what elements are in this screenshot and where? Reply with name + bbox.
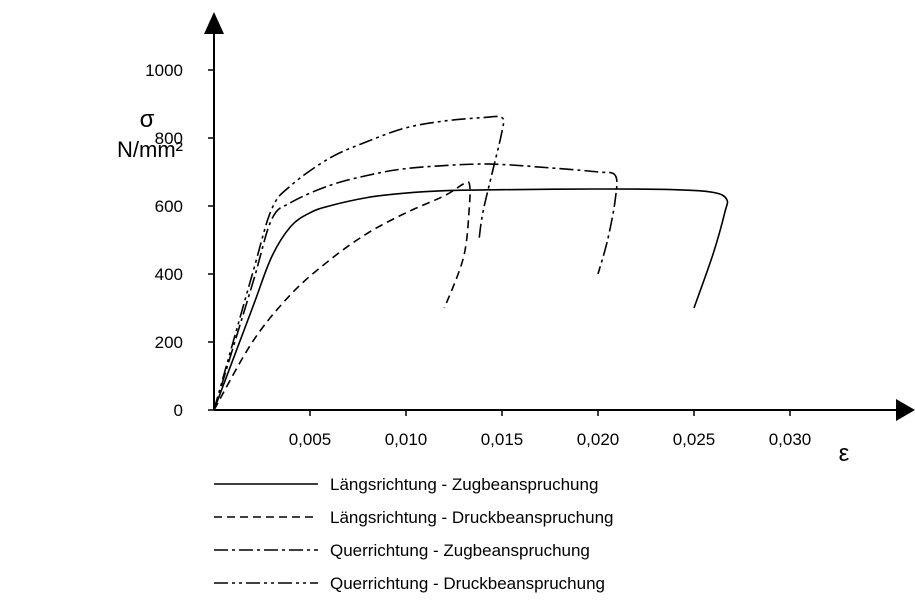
ticks: 0 200 400 600 800 1000 0,005 0,010 0,015 0,020 0,0… xyxy=(145,61,811,449)
y-tick-label: 1000 xyxy=(145,61,183,80)
y-tick-label: 400 xyxy=(155,265,183,284)
legend-label-1: Längsrichtung - Zugbeanspruchung xyxy=(330,475,598,494)
x-tick-label: 0,025 xyxy=(673,430,716,449)
series-line-4 xyxy=(213,115,505,411)
x-tick-label: 0,010 xyxy=(385,430,428,449)
axes xyxy=(204,12,915,421)
y-axis-unit-label: N/mm² xyxy=(117,137,183,162)
series-line-3 xyxy=(213,163,618,411)
legend-label-2: Längsrichtung - Druckbeanspruchung xyxy=(330,508,614,527)
y-axis-arrow xyxy=(204,12,224,34)
y-axis-symbol: σ xyxy=(140,106,155,133)
x-tick-label: 0,005 xyxy=(289,430,332,449)
series-lines xyxy=(213,115,729,411)
x-axis-arrow xyxy=(896,399,915,421)
legend: Längsrichtung - Zugbeanspruchung Längsric… xyxy=(214,475,614,593)
y-tick-label: 800 xyxy=(155,129,183,148)
x-tick-label: 0,020 xyxy=(577,430,620,449)
legend-label-4: Querrichtung - Druckbeanspruchung xyxy=(330,574,605,593)
y-tick-label: 200 xyxy=(155,333,183,352)
legend-label-3: Querrichtung - Zugbeanspruchung xyxy=(330,541,590,560)
series-line-2 xyxy=(213,180,471,411)
y-tick-label: 0 xyxy=(174,401,183,420)
x-tick-label: 0,015 xyxy=(481,430,524,449)
y-tick-label: 600 xyxy=(155,197,183,216)
x-tick-label: 0,030 xyxy=(769,430,812,449)
x-axis-symbol: ε xyxy=(839,440,850,467)
series-line-1 xyxy=(213,188,729,411)
